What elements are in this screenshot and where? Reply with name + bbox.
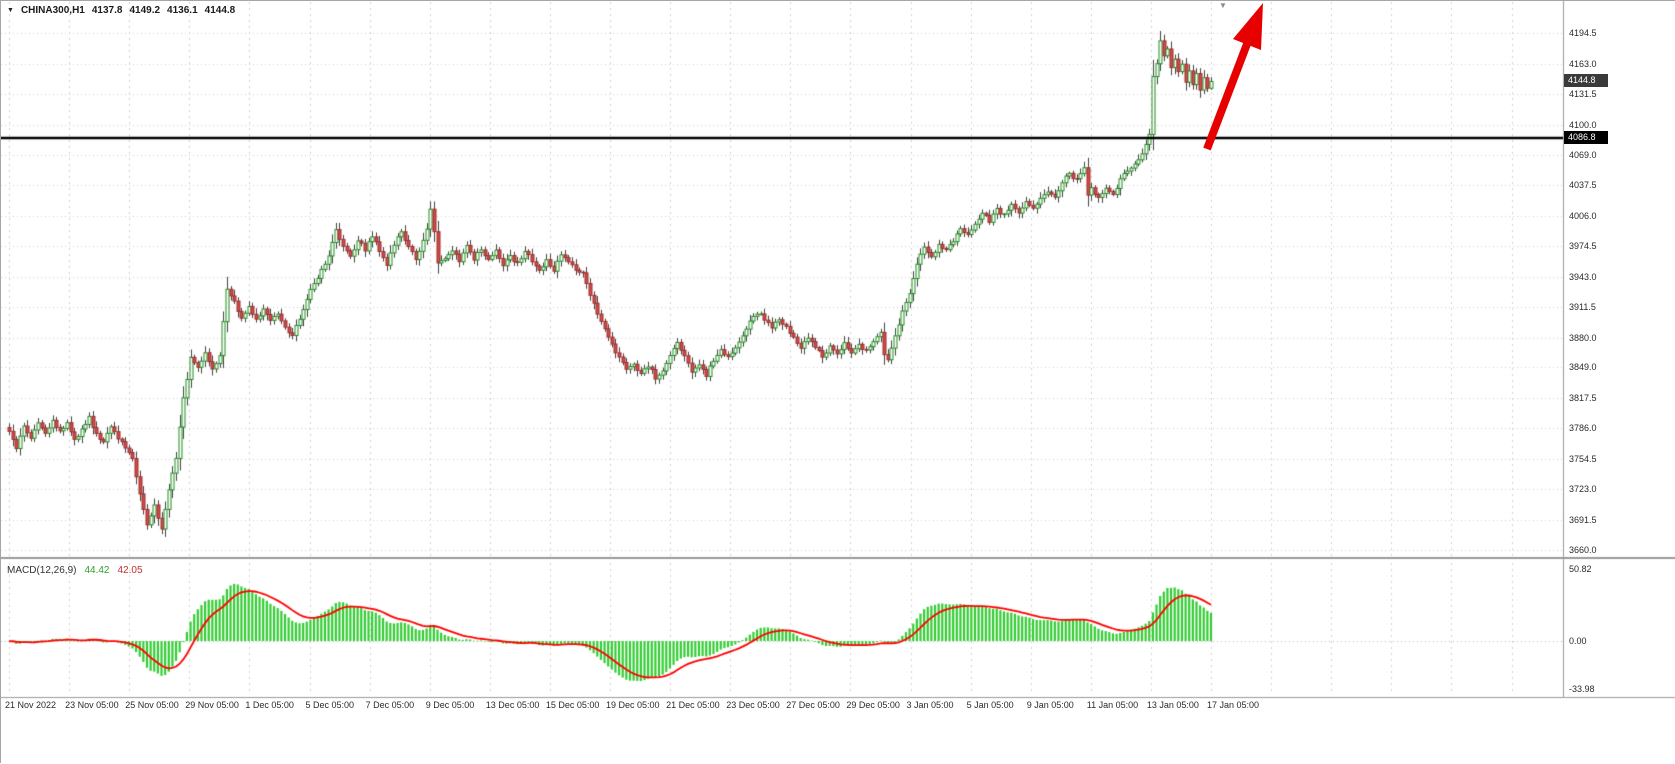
quote-open: 4137.8 (91, 5, 123, 16)
price-tick-label: 3880.0 (1569, 332, 1597, 343)
time-tick-label: 19 Dec 05:00 (606, 700, 660, 710)
price-tick-label: 4131.5 (1569, 89, 1597, 100)
quote-bar: ▼ CHINA300,H1 4137.8 4149.2 4136.1 4144.… (7, 5, 235, 16)
macd-signal-value: 42.05 (117, 565, 143, 576)
time-tick-label: 23 Nov 05:00 (65, 700, 119, 710)
macd-indicator-label: MACD(12,26,9) 44.42 42.05 (7, 565, 143, 576)
macd-main-value: 44.42 (84, 565, 110, 576)
price-tick-label: 3911.5 (1569, 302, 1596, 313)
time-tick-label: 29 Nov 05:00 (185, 700, 239, 710)
macd-tick-label: 0.00 (1569, 636, 1587, 647)
quote-high: 4149.2 (129, 5, 161, 16)
time-tick-label: 17 Jan 05:00 (1207, 700, 1260, 710)
price-tick-label: 3754.5 (1569, 453, 1597, 464)
time-tick-label: 11 Jan 05:00 (1086, 700, 1139, 710)
time-tick-label: 21 Nov 2022 (5, 700, 57, 710)
time-tick-label: 3 Jan 05:00 (906, 700, 954, 710)
time-tick-label: 13 Dec 05:00 (485, 700, 540, 710)
price-axis[interactable]: 4194.5 4163.0 4131.5 4100.0 4069.0 4037.5 4006… (1564, 1, 1675, 557)
price-tick-label: 4037.5 (1569, 180, 1597, 191)
time-tick-label: 23 Dec 05:00 (726, 700, 780, 710)
time-tick-label: 13 Jan 05:00 (1146, 700, 1199, 710)
symbol-period: CHINA300,H1 (20, 5, 85, 16)
price-tick-label: 3974.5 (1569, 241, 1597, 252)
price-tick-label: 4163.0 (1569, 58, 1597, 69)
price-tick-label: 3723.0 (1569, 484, 1597, 495)
price-tick-label: 4100.0 (1569, 119, 1597, 130)
time-tick-label: 15 Dec 05:00 (545, 700, 600, 710)
time-tick-label: 5 Dec 05:00 (305, 700, 355, 710)
macd-name: MACD(12,26,9) (7, 565, 77, 576)
price-tick-label: 4006.0 (1569, 210, 1597, 221)
hline-price-badge: 4086.8 (1564, 130, 1608, 144)
time-tick-label: 7 Dec 05:00 (365, 700, 415, 710)
time-tick-label: 25 Nov 05:00 (125, 700, 179, 710)
price-tick-label: 4069.0 (1569, 149, 1597, 160)
price-tick-label: 3849.0 (1569, 362, 1597, 373)
right-shift-marker-icon[interactable]: ▼ (1219, 1, 1227, 10)
quote-low: 4136.1 (167, 5, 198, 16)
time-tick-label: 21 Dec 05:00 (666, 700, 720, 710)
price-tick-label: 3786.0 (1569, 423, 1597, 434)
symbol-dropdown-icon[interactable]: ▼ (7, 7, 14, 14)
macd-tick-label: -33.98 (1569, 684, 1595, 695)
panel-separator-handle[interactable] (1, 556, 1675, 561)
time-tick-label: 29 Dec 05:00 (846, 700, 900, 710)
time-tick-label: 27 Dec 05:00 (786, 700, 840, 710)
macd-tick-label: 50.82 (1569, 563, 1592, 574)
time-tick-label: 5 Jan 05:00 (966, 700, 1014, 710)
time-tick-label: 9 Jan 05:00 (1026, 700, 1074, 710)
time-tick-label: 1 Dec 05:00 (245, 700, 294, 710)
price-tick-label: 3660.0 (1569, 545, 1597, 556)
price-tick-label: 3691.5 (1569, 514, 1597, 525)
quote-close: 4144.8 (204, 5, 236, 16)
time-axis[interactable]: 21 Nov 2022 23 Nov 05:00 25 Nov 05:00 29 No… (1, 700, 1564, 718)
macd-axis[interactable]: 50.82 0.00 -33.98 (1564, 1, 1675, 764)
current-price-badge: 4144.8 (1564, 74, 1608, 88)
price-tick-label: 3943.0 (1569, 271, 1597, 282)
time-tick-label: 9 Dec 05:00 (425, 700, 475, 710)
price-tick-label: 4194.5 (1569, 28, 1597, 39)
price-tick-label: 3817.5 (1569, 392, 1597, 403)
